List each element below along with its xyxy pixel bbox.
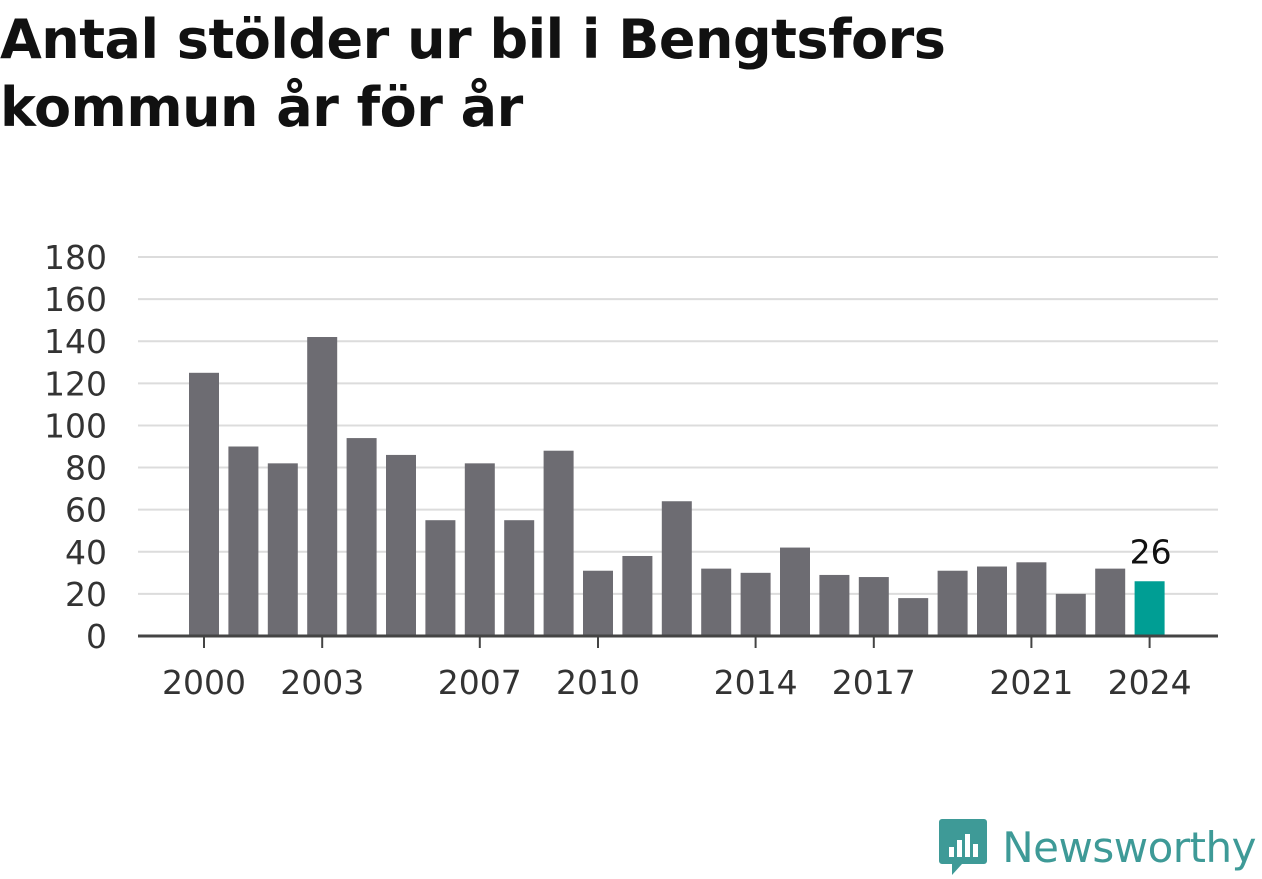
x-tick-label: 2014 [714, 663, 798, 702]
y-tick-label: 40 [65, 533, 107, 572]
bar-2024 [1134, 581, 1165, 636]
x-tick-label: 2024 [1108, 663, 1192, 702]
bar-2000 [189, 372, 219, 636]
y-tick-label: 60 [65, 491, 107, 530]
brand: Newsworthy [938, 817, 1256, 877]
data-labels: 26 [1130, 532, 1172, 571]
bar-2012 [661, 501, 692, 636]
x-tick-label: 2000 [162, 663, 246, 702]
bar-2016 [819, 574, 850, 636]
chart-title: Antal stölder ur bil i Bengtsfors kommun… [0, 8, 946, 139]
y-tick-label: 100 [44, 406, 107, 445]
bar-2021 [1016, 562, 1047, 636]
x-axis-ticks: 2000 2003 2007 2010 2014 2017 2021 2024 [162, 636, 1192, 702]
bar-2010 [583, 570, 613, 636]
y-tick-label: 120 [44, 364, 107, 403]
bar-2017 [858, 577, 889, 636]
y-tick-label: 160 [44, 280, 107, 319]
bar-2005 [386, 454, 416, 636]
newsworthy-logo-icon [939, 819, 988, 875]
y-tick-label: 80 [65, 449, 107, 488]
bar-2003 [307, 337, 338, 636]
y-tick-label: 180 [44, 238, 107, 277]
brand-name: Newsworthy [1002, 822, 1256, 872]
y-tick-label: 0 [86, 617, 107, 656]
bars [189, 337, 1165, 636]
data-label: 26 [1130, 532, 1172, 571]
x-tick-label: 2010 [556, 663, 640, 702]
bar-2011 [622, 555, 653, 636]
bar-2007 [464, 463, 495, 636]
x-tick-label: 2017 [832, 663, 916, 702]
x-tick-label: 2021 [989, 663, 1073, 702]
bar-2018 [898, 598, 929, 636]
bar-2020 [977, 566, 1007, 636]
bar-2002 [267, 463, 298, 636]
x-tick-label: 2007 [438, 663, 522, 702]
bar-2019 [937, 570, 968, 636]
y-tick-label: 140 [44, 322, 107, 361]
bar-2022 [1055, 593, 1086, 636]
bar-2009 [543, 450, 574, 636]
bar-2015 [780, 547, 810, 636]
bar-2006 [425, 520, 456, 636]
y-tick-label: 20 [65, 575, 107, 614]
bar-2014 [740, 572, 771, 636]
bar-2023 [1095, 568, 1126, 636]
bar-2004 [346, 438, 377, 636]
bar-2001 [228, 446, 259, 636]
bar-2013 [701, 568, 732, 636]
bar-2008 [504, 520, 535, 636]
x-tick-label: 2003 [280, 663, 364, 702]
